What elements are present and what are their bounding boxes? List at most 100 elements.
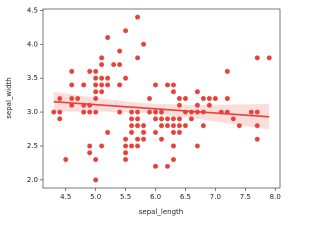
data-point [68, 82, 75, 88]
plot-frame [42, 8, 281, 189]
x-tick-label: 8.0 [270, 193, 281, 201]
data-point [57, 109, 63, 115]
y-tick-label: 3.5 [27, 74, 38, 82]
data-point [152, 129, 159, 136]
data-point [98, 75, 105, 81]
data-point [128, 129, 135, 136]
data-point [80, 82, 87, 88]
data-point [158, 109, 165, 115]
data-point [176, 102, 183, 109]
data-point [230, 116, 237, 122]
data-point [170, 116, 177, 122]
data-point [104, 82, 111, 88]
data-point [92, 109, 99, 115]
data-point [104, 75, 111, 81]
data-point [122, 27, 129, 34]
data-point [74, 95, 81, 102]
data-point [128, 122, 135, 129]
data-point [122, 136, 129, 142]
data-point [134, 109, 141, 115]
chart: sepal_length sepal_width 4.5 5.0 5.5 6.0 6.5… [5, 6, 281, 216]
data-point [134, 122, 141, 129]
data-point [194, 102, 201, 109]
data-point [254, 122, 261, 129]
data-point [92, 88, 99, 95]
x-tick-label: 6.5 [180, 193, 191, 201]
data-point [116, 61, 123, 68]
data-point [200, 95, 207, 102]
data-point [57, 95, 63, 102]
data-point [266, 55, 272, 61]
data-point [170, 129, 177, 136]
data-point [116, 82, 123, 88]
data-point [206, 102, 213, 109]
y-tick-label: 4.5 [27, 6, 38, 14]
data-point [122, 156, 129, 163]
y-axis-label: sepal_width [5, 77, 13, 118]
x-tick-label: 7.0 [210, 193, 221, 201]
data-point [122, 75, 129, 81]
data-point [140, 41, 147, 48]
data-point [116, 109, 123, 115]
data-point [176, 116, 183, 122]
data-point [51, 109, 57, 115]
data-point [98, 61, 105, 68]
data-point [134, 136, 141, 142]
data-point [104, 34, 111, 41]
data-point [152, 116, 159, 122]
x-tick-label: 5.5 [120, 193, 131, 201]
data-point [152, 109, 159, 115]
data-point [86, 143, 93, 149]
x-tick-label: 5.0 [90, 193, 101, 201]
data-point [128, 116, 135, 122]
data-point [68, 95, 75, 102]
data-point [224, 95, 231, 102]
data-point [122, 149, 129, 156]
data-point [140, 129, 147, 136]
data-point [92, 68, 99, 75]
data-point [92, 177, 99, 183]
data-point [140, 136, 147, 142]
data-point [134, 116, 141, 122]
data-point [86, 149, 93, 156]
regression-line [53, 100, 270, 118]
data-point [110, 61, 117, 68]
data-point [182, 95, 189, 102]
data-point [170, 156, 177, 163]
data-point [188, 116, 195, 122]
y-tick-label: 2.0 [27, 176, 38, 184]
data-point [158, 116, 165, 122]
data-point [140, 122, 147, 129]
data-point [158, 122, 165, 129]
x-axis-label: sepal_length [139, 208, 183, 216]
data-point [254, 136, 261, 142]
data-point [80, 109, 87, 115]
data-point [170, 143, 177, 149]
data-point [176, 129, 183, 136]
data-point [86, 68, 93, 75]
data-point [200, 122, 207, 129]
data-point [134, 55, 141, 61]
data-point [182, 122, 189, 129]
data-point [146, 109, 153, 115]
data-point [98, 143, 105, 149]
x-tick-label: 7.5 [240, 193, 251, 201]
data-point [86, 109, 93, 115]
y-tick-label: 3.0 [27, 108, 38, 116]
data-point [62, 156, 69, 163]
data-point [68, 68, 75, 75]
data-point [206, 95, 213, 102]
data-point [194, 143, 201, 149]
x-tick-label: 4.5 [60, 193, 71, 201]
data-point [57, 116, 63, 122]
data-point [104, 129, 111, 136]
data-point [92, 95, 99, 102]
data-point [164, 122, 171, 129]
data-point [194, 88, 201, 95]
data-point [170, 82, 177, 88]
y-tick-label: 4.0 [27, 40, 38, 48]
data-point [92, 156, 99, 163]
data-point [176, 95, 183, 102]
data-point [164, 163, 171, 170]
data-point [254, 55, 261, 61]
